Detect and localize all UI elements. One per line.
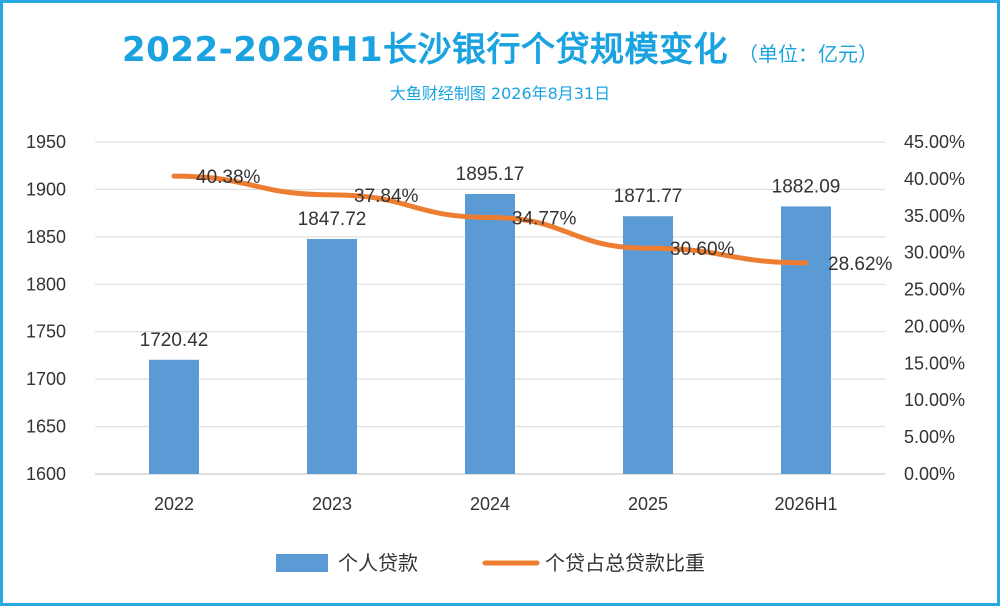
left-tick-label: 1700 [26,369,66,389]
right-tick-label: 40.00% [904,169,965,189]
left-axis: 1600 1650 1700 1750 1800 1850 1900 1950 [26,132,66,484]
bar-value-label: 1871.77 [614,186,683,207]
left-tick-label: 1750 [26,322,66,342]
chart-subtitle: 大鱼财经制图 2026年8月31日 [389,84,611,103]
x-tick-label: 2023 [312,494,352,514]
x-axis: 2022 2023 2024 2025 2026H1 [154,494,838,514]
bar-data-labels: 1720.42 1847.72 1895.17 1871.77 1882.09 [140,164,841,351]
right-tick-label: 0.00% [904,464,955,484]
bar-value-label: 1882.09 [772,176,841,197]
bar [307,239,357,474]
line-value-label: 37.84% [354,186,419,207]
right-tick-label: 5.00% [904,427,955,447]
x-tick-label: 2024 [470,494,510,514]
line-path [171,173,809,266]
right-tick-label: 25.00% [904,280,965,300]
line-value-label: 30.60% [670,239,735,260]
right-tick-label: 15.00% [904,353,965,373]
legend: 个人贷款 个贷占总贷款比重 [276,551,705,575]
unit-label: （单位：亿元） [737,42,878,66]
left-tick-label: 1850 [26,227,66,247]
right-tick-label: 30.00% [904,243,965,263]
right-tick-label: 45.00% [904,132,965,152]
chart-title: 2022-2026H1长沙银行个贷规模变化 [122,30,728,70]
title-row: 2022-2026H1长沙银行个贷规模变化 （单位：亿元） [0,22,1000,71]
left-tick-label: 1650 [26,417,66,437]
bar-series [149,194,831,475]
left-tick-label: 1600 [26,464,66,484]
bar [781,206,831,474]
line-value-label: 28.62% [828,254,893,275]
left-tick-label: 1950 [26,132,66,152]
line-series [171,173,809,266]
line-value-label: 34.77% [512,208,577,229]
x-tick-label: 2026H1 [774,494,837,514]
legend-line-label: 个贷占总贷款比重 [545,551,705,575]
right-axis: 0.00% 5.00% 10.00% 15.00% 20.00% 25.00% 30.00%… [904,132,965,484]
right-tick-label: 20.00% [904,316,965,336]
x-tick-label: 2022 [154,494,194,514]
bar [623,216,673,475]
line-value-label: 40.38% [196,167,261,188]
legend-bar-label: 个人贷款 [338,551,418,575]
left-tick-label: 1800 [26,274,66,294]
left-tick-label: 1900 [26,179,66,199]
x-tick-label: 2025 [628,494,668,514]
bar-value-label: 1847.72 [298,209,367,230]
bar [149,359,199,474]
bar-value-label: 1895.17 [456,164,525,185]
bar-value-label: 1720.42 [140,330,209,351]
right-tick-label: 10.00% [904,390,965,410]
right-tick-label: 35.00% [904,206,965,226]
legend-bar-swatch [276,554,328,572]
line-data-labels: 40.38% 37.84% 34.77% 30.60% 28.62% [196,167,893,275]
bar [465,194,515,474]
